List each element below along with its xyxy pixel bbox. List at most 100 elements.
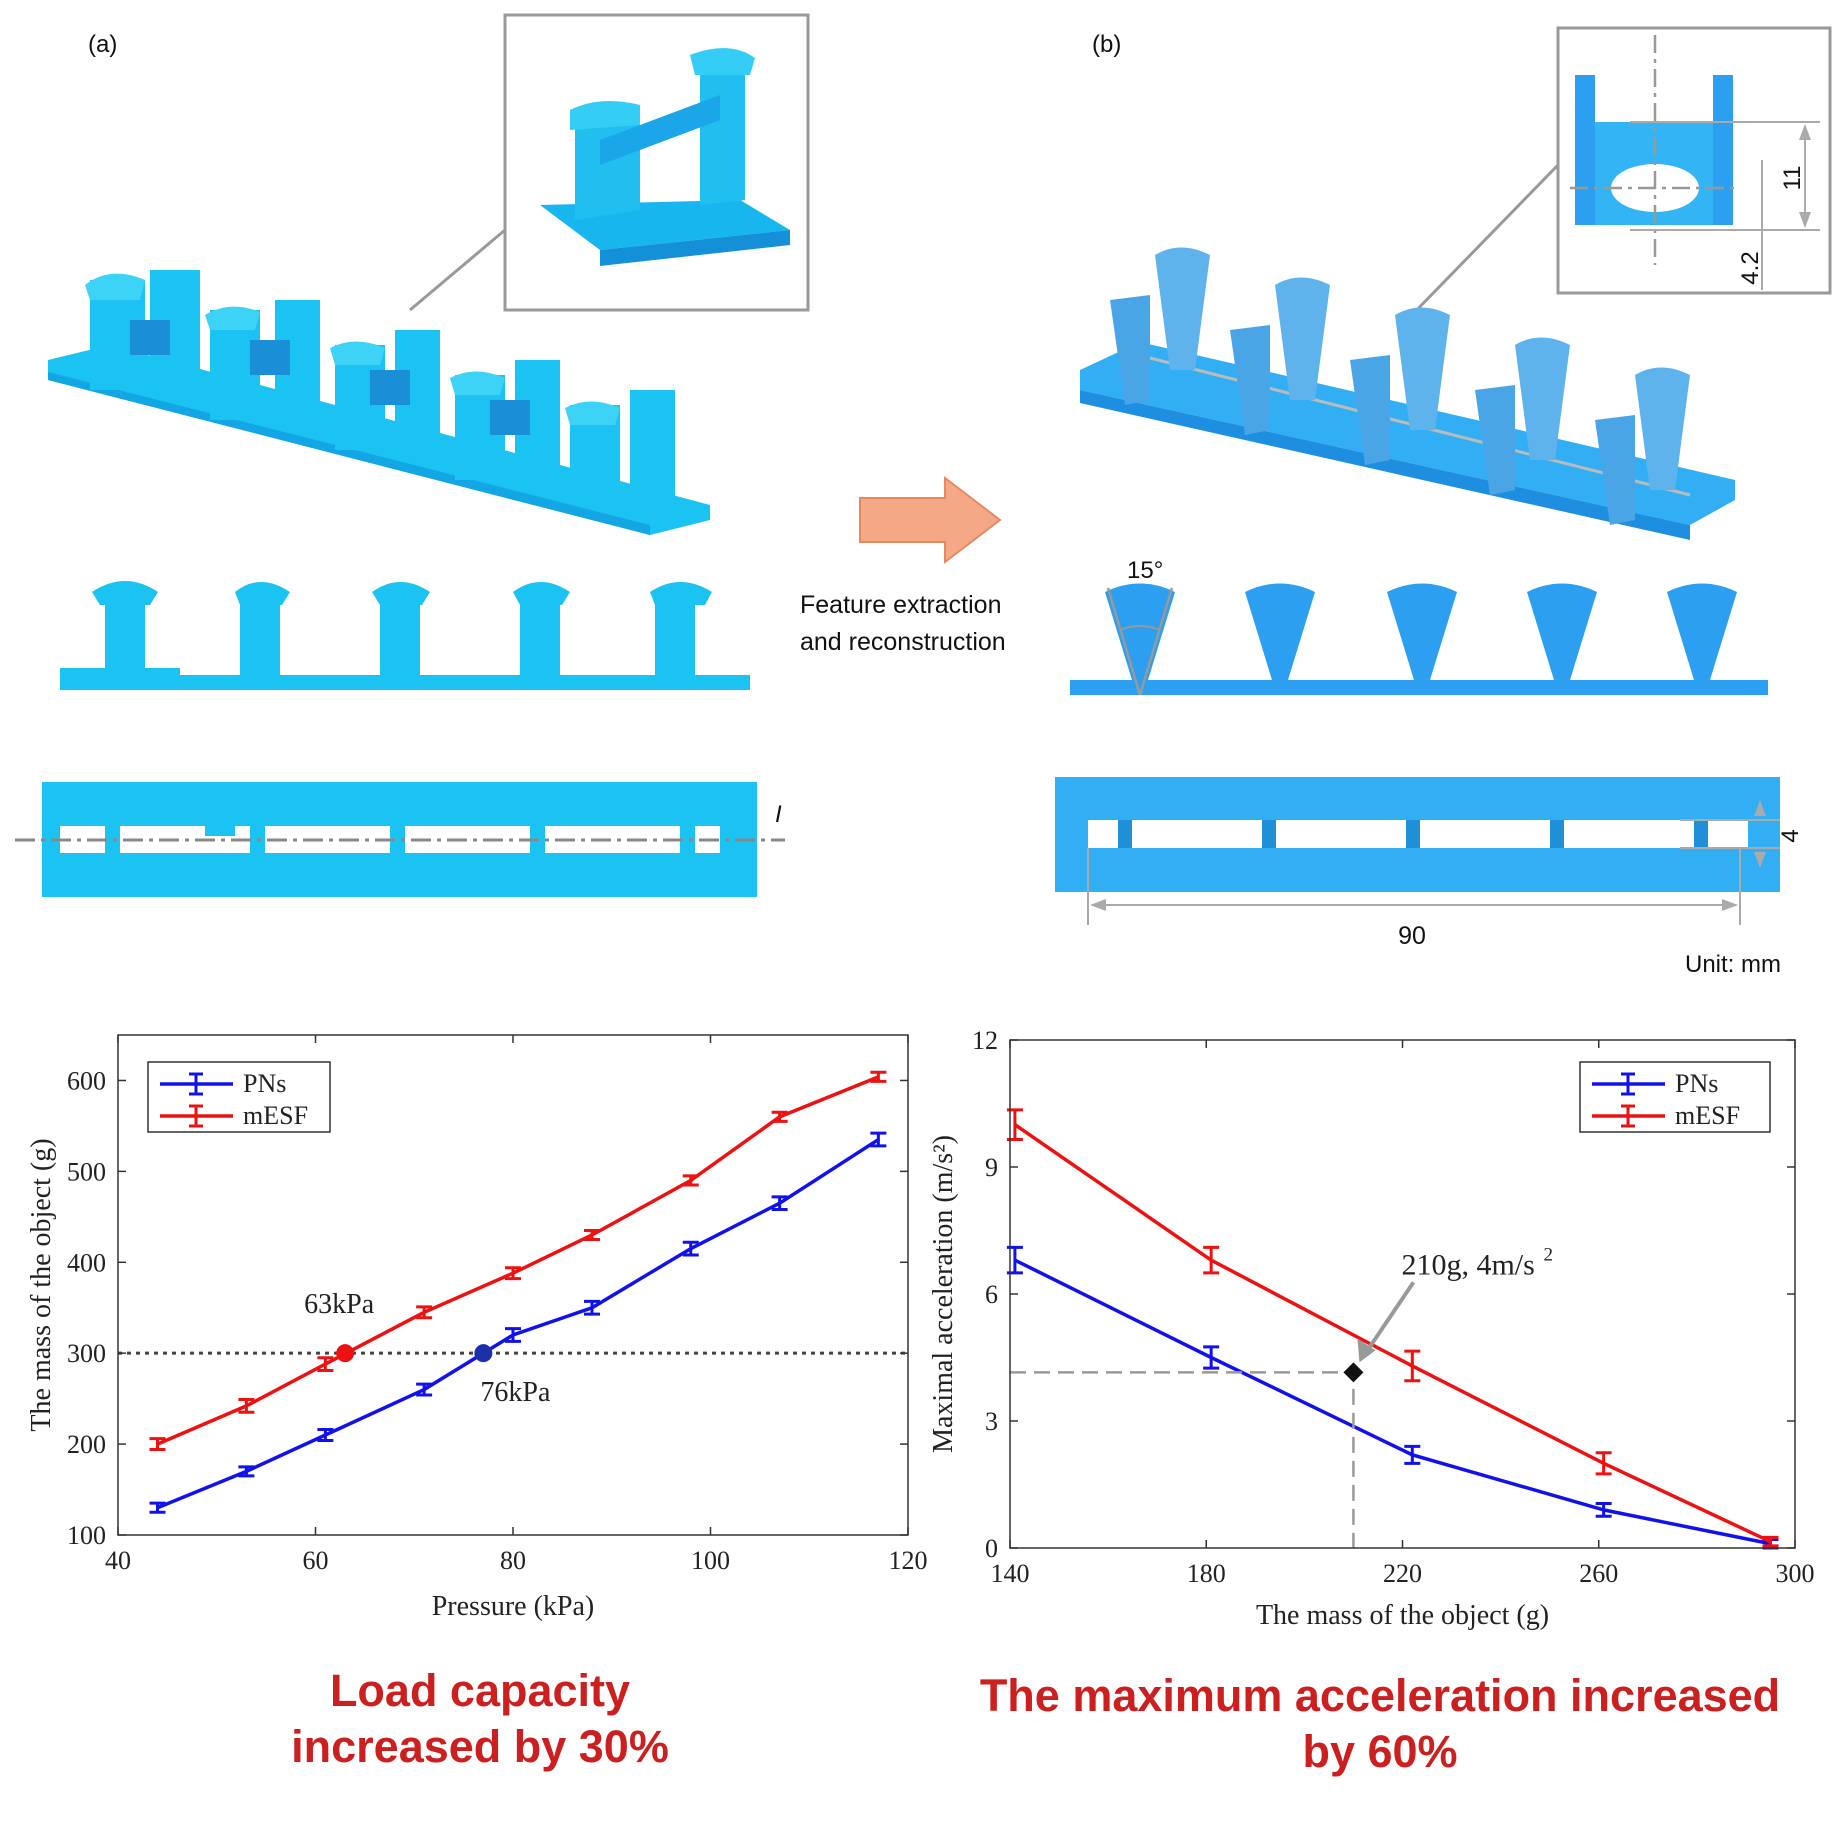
chart-load-capacity: 63kPa 76kPa 40 60 80 100 120 100 200 300 400 500 60…	[26, 1034, 928, 1622]
c1-x-tick-label: 80	[500, 1546, 526, 1575]
c2-error-bar-pns	[1595, 1502, 1612, 1518]
c1-y-tick-label: 400	[67, 1248, 106, 1277]
c2-marker-point	[1343, 1362, 1364, 1383]
c1-x-tick-label: 40	[105, 1546, 131, 1575]
c1-y-tick-label: 300	[67, 1339, 106, 1368]
c1-error-bar-pns	[238, 1465, 255, 1478]
c1-x-tick-label: 60	[303, 1546, 329, 1575]
c2-error-bar-pns	[1203, 1345, 1220, 1370]
arrow-caption-line1: Feature extraction	[800, 591, 1002, 619]
c1-legend-label-mesf: mESF	[243, 1101, 308, 1130]
c1-error-bar-pns	[771, 1195, 788, 1212]
c1-error-bar-mesf	[584, 1228, 600, 1242]
panel-a-label: (a)	[88, 31, 117, 58]
c2-annotation-arrowhead	[1357, 1338, 1376, 1363]
c2-x-tick-label: 260	[1579, 1559, 1618, 1588]
c1-x-tick-label: 100	[691, 1546, 730, 1575]
c1-annotation-76kpa: 76kPa	[480, 1377, 551, 1408]
c1-error-bar-pns	[149, 1501, 166, 1514]
c2-legend-label-mesf: mESF	[1675, 1101, 1740, 1130]
c1-error-bar-pns	[416, 1382, 433, 1397]
caption-left-line2: increased by 30%	[291, 1721, 669, 1773]
angle-marker	[1106, 587, 1174, 696]
c2-y-tick-label: 3	[985, 1407, 998, 1436]
panel-b-iso-view	[1080, 247, 1735, 540]
c2-error-bar-mesf	[1762, 1535, 1779, 1548]
c1-error-bar-mesf	[870, 1070, 887, 1083]
panel-a-side-view	[60, 581, 750, 690]
c2-y-tick-label: 6	[985, 1280, 998, 1309]
panel-b-zoom-line	[1403, 163, 1560, 324]
c1-error-bar-pns	[317, 1428, 334, 1442]
c1-error-bar-mesf	[416, 1305, 433, 1320]
c2-legend-box	[1579, 1061, 1771, 1133]
caption-left-line1: Load capacity	[329, 1665, 631, 1716]
c1-marker-mesf	[336, 1344, 355, 1363]
c1-error-bar-pns	[505, 1327, 521, 1343]
angle-label: 15°	[1127, 557, 1163, 584]
c1-error-bar-mesf	[238, 1398, 255, 1414]
c2-series-line-mesf	[1013, 1123, 1772, 1544]
c2-y-axis-label: Maximal acceleration (m/s²)	[928, 1135, 959, 1453]
c2-series-line-pns	[1014, 1258, 1771, 1546]
caption-left: Load capacity increased by 30%	[180, 1663, 780, 1776]
c2-legend-label-pns: PNs	[1675, 1069, 1718, 1098]
c1-y-tick-label: 100	[67, 1521, 106, 1550]
c1-error-bar-mesf	[771, 1110, 788, 1123]
c1-x-axis-label: Pressure (kPa)	[432, 1591, 595, 1622]
process-arrow	[859, 475, 1002, 565]
c2-x-tick-label: 140	[991, 1559, 1030, 1588]
c1-y-axis-label: The mass of the object (g)	[26, 1138, 57, 1431]
c1-series-line-pns	[156, 1138, 880, 1510]
c2-y-tick-label: 12	[972, 1026, 998, 1055]
c2-error-bar-mesf	[1203, 1245, 1220, 1275]
panel-b-inset	[1556, 26, 1832, 295]
dim-90: 90	[1398, 922, 1426, 950]
c1-marker-pns	[474, 1344, 493, 1363]
c1-y-tick-label: 200	[67, 1430, 106, 1459]
panel-a-iso-view	[48, 270, 710, 535]
arrow-caption-line2: and reconstruction	[800, 628, 1006, 656]
c1-error-bar-pns	[870, 1131, 887, 1148]
c1-legend-errbar-mesf	[189, 1104, 203, 1128]
c2-legend-errbar-mesf	[1621, 1104, 1635, 1128]
panel-b-label: (b)	[1092, 31, 1121, 58]
c2-y-tick-label: 9	[985, 1153, 998, 1182]
c2-annotation-arrow	[1361, 1281, 1416, 1358]
c1-y-tick-label: 600	[67, 1066, 106, 1095]
c2-error-bar-mesf	[1595, 1451, 1612, 1476]
dim-11: 11	[1779, 166, 1806, 191]
c2-x-tick-label: 220	[1383, 1559, 1422, 1588]
c1-error-bar-pns	[584, 1299, 600, 1316]
chart-max-acceleration: 210g, 4m/s 2 140 180 220 260 300 0 3 6 9 12 The mas…	[928, 1026, 1815, 1631]
c2-error-bar-pns	[1404, 1444, 1421, 1465]
c2-legend-errbar-pns	[1621, 1072, 1635, 1096]
c2-error-bar-mesf	[1404, 1349, 1421, 1383]
c2-y-tick-label: 0	[985, 1534, 998, 1563]
c1-error-bar-mesf	[505, 1266, 521, 1281]
panel-a-inset	[503, 13, 810, 312]
caption-right-line1: The maximum acceleration increased	[979, 1670, 1781, 1721]
caption-right: The maximum acceleration increased by 60…	[940, 1668, 1820, 1781]
c2-annotation-text: 210g, 4m/s	[1401, 1248, 1534, 1281]
caption-right-line2: by 60%	[1302, 1726, 1458, 1778]
c1-error-bar-mesf	[682, 1174, 699, 1187]
unit-label: Unit: mm	[1685, 951, 1781, 978]
c2-x-tick-label: 300	[1776, 1559, 1815, 1588]
c1-error-bar-pns	[682, 1240, 699, 1257]
c1-x-tick-label: 120	[889, 1546, 928, 1575]
dim-4: 4	[1777, 829, 1804, 842]
panel-a-top-view	[15, 782, 785, 897]
c1-error-bar-mesf	[317, 1356, 334, 1372]
panel-b-side-view	[1070, 583, 1768, 695]
c1-legend-label-pns: PNs	[243, 1069, 286, 1098]
c2-annotation-sup: 2	[1543, 1244, 1553, 1265]
dim-4-2: 4.2	[1737, 251, 1764, 284]
c2-x-tick-label: 180	[1187, 1559, 1226, 1588]
c1-annotation-63kpa: 63kPa	[304, 1289, 375, 1320]
c2-guide-lines	[1010, 1371, 1355, 1548]
c1-legend-box	[147, 1061, 331, 1133]
section-mark: I	[775, 801, 782, 828]
c1-y-tick-label: 500	[67, 1157, 106, 1186]
